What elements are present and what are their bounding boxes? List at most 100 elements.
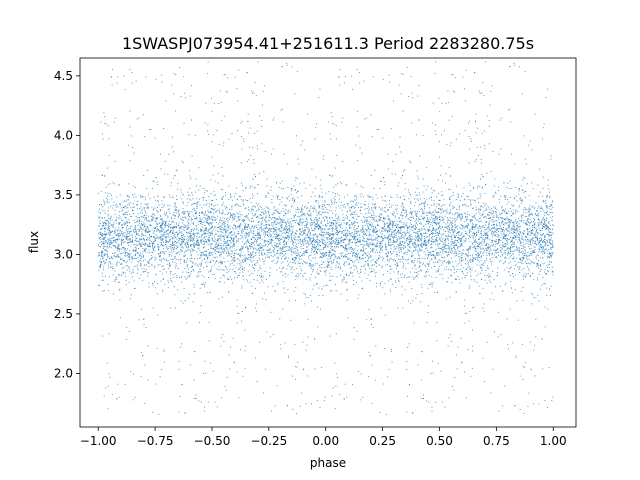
data-point <box>252 248 254 250</box>
data-point <box>482 206 484 208</box>
data-point <box>363 232 365 234</box>
data-point <box>336 242 338 244</box>
data-point <box>140 308 142 310</box>
data-point <box>373 231 375 233</box>
data-point <box>468 320 470 322</box>
data-point <box>357 245 359 247</box>
data-point <box>230 216 232 218</box>
data-point <box>202 282 204 284</box>
data-point <box>477 198 479 200</box>
data-point <box>307 227 309 229</box>
data-point <box>219 254 220 256</box>
data-point <box>324 254 326 256</box>
data-point <box>264 210 266 212</box>
data-point <box>450 236 452 238</box>
data-point <box>237 130 239 132</box>
data-point <box>329 275 331 277</box>
data-point <box>267 286 269 288</box>
data-point <box>242 219 244 221</box>
data-point <box>342 213 344 215</box>
data-point <box>236 203 238 205</box>
data-point <box>514 163 516 165</box>
data-point <box>364 118 366 120</box>
data-point <box>514 230 516 232</box>
data-point <box>456 216 458 218</box>
data-point <box>538 196 540 198</box>
data-point <box>479 242 481 244</box>
data-point <box>141 231 143 233</box>
data-point <box>309 277 311 279</box>
data-point <box>178 214 180 216</box>
data-point <box>480 260 482 262</box>
data-point <box>273 223 275 225</box>
data-point <box>239 255 240 257</box>
data-point <box>407 238 409 240</box>
data-point <box>437 227 439 229</box>
data-point <box>362 250 364 252</box>
data-point <box>452 226 454 228</box>
data-point <box>280 250 282 252</box>
data-point <box>376 252 378 254</box>
data-point <box>212 228 214 230</box>
data-point <box>415 275 417 277</box>
data-point <box>379 244 381 246</box>
data-point <box>513 62 515 64</box>
data-point <box>189 170 191 172</box>
data-point <box>291 188 293 190</box>
data-point <box>318 244 320 246</box>
data-point <box>343 278 345 280</box>
data-point <box>129 234 131 236</box>
data-point <box>118 396 120 398</box>
data-point <box>327 246 329 248</box>
data-point <box>99 233 101 235</box>
data-point <box>510 267 512 269</box>
data-point <box>246 257 248 259</box>
data-point <box>260 224 262 226</box>
data-point <box>463 236 465 238</box>
data-point <box>226 377 228 379</box>
data-point <box>432 238 434 240</box>
data-point <box>382 257 384 259</box>
data-point <box>518 249 520 251</box>
data-point <box>457 228 459 230</box>
data-point <box>435 234 437 236</box>
data-point <box>134 257 136 259</box>
data-point <box>105 242 107 244</box>
data-point <box>271 224 273 226</box>
data-point <box>126 251 128 253</box>
data-point <box>193 242 195 244</box>
data-point <box>493 223 495 225</box>
data-point <box>223 282 225 284</box>
data-point <box>102 232 104 234</box>
data-point <box>449 212 451 214</box>
data-point <box>355 144 357 146</box>
data-point <box>238 313 240 315</box>
data-point <box>330 199 332 201</box>
data-point <box>103 243 105 245</box>
data-point <box>205 214 207 216</box>
data-point <box>329 279 331 281</box>
data-point <box>208 218 210 220</box>
data-point <box>416 224 418 226</box>
data-point <box>406 253 408 255</box>
data-point <box>356 234 358 236</box>
data-point <box>342 239 344 241</box>
data-point <box>515 218 517 220</box>
data-point <box>385 246 387 248</box>
data-point <box>478 243 480 245</box>
data-point <box>169 273 171 275</box>
data-point <box>116 247 118 249</box>
data-point <box>141 253 143 255</box>
data-point <box>415 268 417 270</box>
data-point <box>349 240 351 242</box>
data-point <box>349 247 351 249</box>
data-point <box>179 346 181 348</box>
data-point <box>128 228 130 230</box>
data-point <box>457 216 459 218</box>
data-point <box>406 243 408 244</box>
data-point <box>378 219 380 221</box>
data-point <box>544 243 546 245</box>
data-point <box>199 217 201 219</box>
data-point <box>536 237 538 239</box>
data-point <box>543 212 545 214</box>
